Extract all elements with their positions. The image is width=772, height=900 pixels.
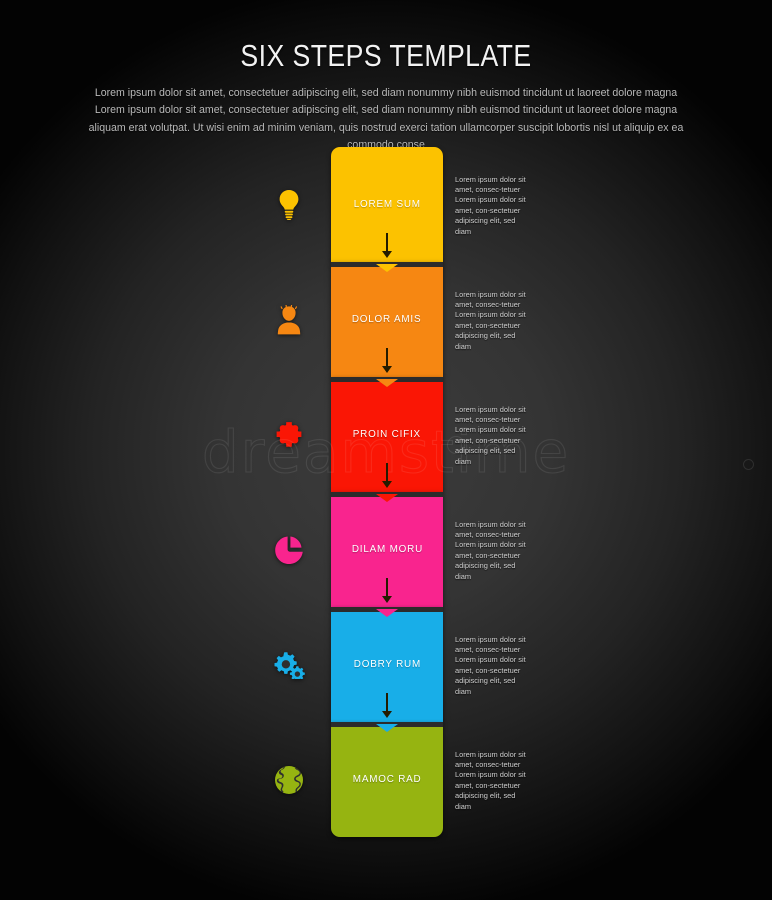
- step-description: Lorem ipsum dolor sit amet, consec-tetue…: [455, 404, 526, 466]
- step-row: LOREM SUM Lorem ipsum dolor sit amet, con…: [0, 147, 772, 272]
- step-block-wrapper: LOREM SUM: [331, 147, 443, 272]
- down-arrow-head-icon: [382, 596, 392, 603]
- step-label: PROIN CIFIX: [352, 429, 422, 440]
- watermark-dot-icon: [743, 459, 754, 470]
- steps-list: LOREM SUM Lorem ipsum dolor sit amet, con…: [0, 147, 772, 837]
- page-subtitle: Lorem ipsum dolor sit amet, consectetuer…: [88, 86, 684, 152]
- down-arrow-shaft-icon: [386, 348, 388, 368]
- down-arrow-head-icon: [382, 366, 392, 373]
- down-arrow-head-icon: [382, 251, 392, 258]
- step-block-wrapper: MAMOC RAD: [331, 722, 443, 837]
- lightbulb-icon: [272, 188, 306, 222]
- step-label: LOREM SUM: [353, 199, 421, 210]
- header: SIX STEPS TEMPLATE Lorem ipsum dolor sit…: [0, 0, 772, 155]
- gears-icon: [272, 648, 306, 682]
- step-row: DOBRY RUM Lorem ipsum dolor sit amet, con…: [0, 607, 772, 732]
- step-block[interactable]: MAMOC RAD: [331, 722, 443, 837]
- step-row: DOLOR AMIS Lorem ipsum dolor sit amet, co…: [0, 262, 772, 387]
- globe-icon: [272, 763, 306, 797]
- step-block-wrapper: DILAM MORU: [331, 492, 443, 617]
- puzzle-icon: [272, 418, 306, 452]
- watermark-ring-icon: [447, 436, 465, 454]
- step-row: DILAM MORU Lorem ipsum dolor sit amet, co…: [0, 492, 772, 617]
- step-description: Lorem ipsum dolor sit amet, consec-tetue…: [455, 749, 526, 811]
- step-description: Lorem ipsum dolor sit amet, consec-tetue…: [455, 174, 526, 236]
- chevron-notch-icon: [376, 603, 398, 618]
- step-label: MAMOC RAD: [352, 774, 422, 785]
- user-icon: [272, 303, 306, 337]
- step-block-wrapper: PROIN CIFIX: [331, 377, 443, 502]
- chevron-notch-icon: [376, 488, 398, 503]
- step-label: DILAM MORU: [351, 544, 423, 555]
- chevron-notch-icon: [376, 718, 398, 733]
- step-label: DOLOR AMIS: [352, 314, 422, 325]
- down-arrow-shaft-icon: [386, 233, 388, 253]
- step-label: DOBRY RUM: [353, 659, 421, 670]
- down-arrow-shaft-icon: [386, 463, 388, 483]
- step-block-wrapper: DOBRY RUM: [331, 607, 443, 732]
- step-description: Lorem ipsum dolor sit amet, consec-tetue…: [455, 289, 526, 351]
- step-row: MAMOC RAD Lorem ipsum dolor sit amet, con…: [0, 722, 772, 837]
- down-arrow-shaft-icon: [386, 578, 388, 598]
- down-arrow-shaft-icon: [386, 693, 388, 713]
- down-arrow-head-icon: [382, 481, 392, 488]
- step-description: Lorem ipsum dolor sit amet, consec-tetue…: [455, 634, 526, 696]
- step-block-wrapper: DOLOR AMIS: [331, 262, 443, 387]
- step-description: Lorem ipsum dolor sit amet, consec-tetue…: [455, 519, 526, 581]
- chevron-notch-icon: [376, 373, 398, 388]
- step-row: PROIN CIFIX Lorem ipsum dolor sit amet, c…: [0, 377, 772, 502]
- down-arrow-head-icon: [382, 711, 392, 718]
- page-title: SIX STEPS TEMPLATE: [240, 38, 532, 73]
- chevron-notch-icon: [376, 258, 398, 273]
- pie-chart-icon: [272, 533, 306, 567]
